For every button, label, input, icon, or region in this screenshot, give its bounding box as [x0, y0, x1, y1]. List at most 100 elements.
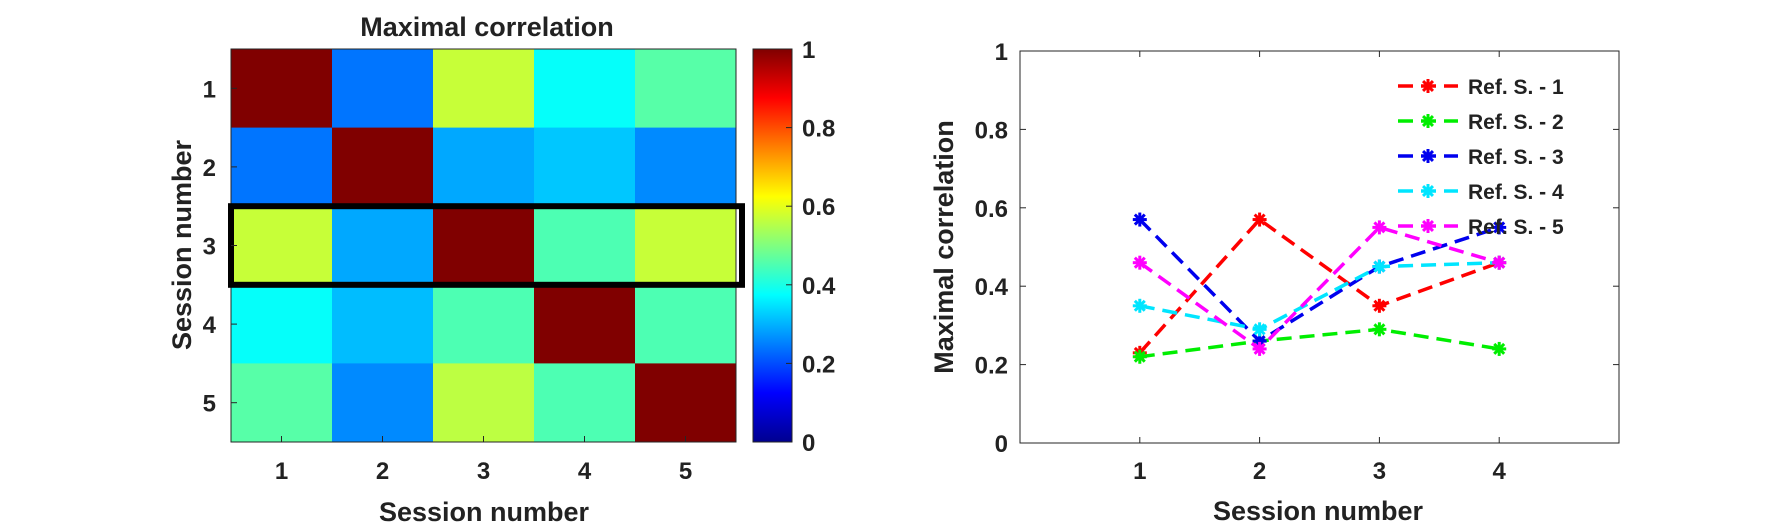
colorbar-ticks: 0 0.2 0.4 0.6 0.8 1 [786, 37, 836, 457]
series-5-point [1372, 220, 1387, 235]
line-chart-frame [1019, 50, 1620, 444]
line-y-tick-label: 0.8 [975, 117, 1008, 144]
heatmap-cell-3-3 [433, 206, 535, 286]
series-1-line [1138, 217, 1500, 355]
legend-label: Ref. S. - 5 [1468, 216, 1564, 239]
heatmap-cell-2-5 [635, 127, 737, 207]
heatmap-panel: Maximal correlation 1 2 3 4 5 1 2 3 4 5 Session … [167, 12, 745, 527]
heatmap-x-tick-label: 1 [275, 458, 288, 485]
heatmap-cell-4-5 [635, 284, 737, 364]
heatmap-cell-5-3 [433, 363, 535, 443]
legend: Ref. S. - 1 Ref. S. - 2 Ref. S. - 3 Ref. S.… [1398, 76, 1564, 239]
legend-marker [1421, 219, 1435, 233]
line-y-tick-label: 0 [995, 431, 1008, 458]
heatmap-cell-2-1 [231, 127, 333, 207]
heatmap-cell-5-4 [534, 363, 636, 443]
heatmap-cell-4-1 [231, 284, 333, 364]
series-1-point [1252, 212, 1267, 227]
legend-label: Ref. S. - 1 [1468, 76, 1564, 99]
line-series [1132, 212, 1507, 364]
series-4-point [1252, 322, 1267, 337]
legend-label: Ref. S. - 3 [1468, 146, 1564, 169]
line-y-tick-label: 0.2 [975, 353, 1008, 380]
series-4-point [1132, 298, 1147, 313]
line-x-ticks: 1 2 3 4 [1133, 51, 1507, 485]
heatmap-x-tick-label: 4 [578, 458, 592, 485]
colorbar-gradient [752, 48, 793, 443]
heatmap-cell-5-2 [332, 363, 434, 443]
heatmap-y-tick-label: 3 [203, 234, 216, 261]
line-y-tick-label: 0.4 [975, 274, 1009, 301]
heatmap-cell-3-4 [534, 206, 636, 286]
series-5-point [1132, 255, 1147, 270]
heatmap-cell-2-4 [534, 127, 636, 207]
series-5-point [1492, 255, 1507, 270]
colorbar-tick-label: 0.4 [802, 273, 836, 300]
legend-item-4: Ref. S. - 4 [1398, 181, 1564, 204]
series-5 [1132, 220, 1507, 356]
legend-item-2: Ref. S. - 2 [1398, 111, 1564, 134]
heatmap-cell-3-1 [231, 206, 333, 286]
heatmap-y-tick-label: 2 [203, 155, 216, 182]
series-3-point [1492, 220, 1507, 235]
legend-item-3: Ref. S. - 3 [1398, 146, 1564, 169]
legend-item-1: Ref. S. - 1 [1398, 76, 1564, 99]
series-4-line [1139, 260, 1500, 332]
series-3-line [1138, 218, 1500, 344]
legend-marker [1421, 149, 1435, 163]
heatmap-cell-3-5 [635, 206, 737, 286]
heatmap-y-ticks: 1 2 3 4 5 [203, 76, 237, 418]
heatmap-cell-1-3 [433, 49, 535, 129]
line-x-tick-label: 3 [1373, 458, 1386, 485]
heatmap-cell-4-2 [332, 284, 434, 364]
heatmap-cell-5-1 [231, 363, 333, 443]
heatmap-y-tick-label: 4 [203, 312, 217, 339]
legend-label: Ref. S. - 4 [1468, 181, 1564, 204]
series-3-point [1132, 212, 1147, 227]
legend-label: Ref. S. - 2 [1468, 111, 1564, 134]
line-y-ticks: 0 0.2 0.4 0.6 0.8 1 [975, 39, 1619, 458]
colorbar-tick-label: 0.6 [802, 194, 835, 221]
line-x-tick-label: 2 [1253, 458, 1266, 485]
heatmap-cell-4-4 [534, 284, 636, 364]
heatmap-y-tick-label: 1 [203, 76, 216, 103]
heatmap-y-tick-label: 5 [203, 391, 216, 418]
heatmap-cell-3-2 [332, 206, 434, 286]
heatmap-x-ticks: 1 2 3 4 5 [275, 436, 692, 485]
legend-marker [1421, 184, 1435, 198]
series-5-line [1138, 225, 1500, 352]
heatmap-cell-4-3 [433, 284, 535, 364]
colorbar-tick-label: 0.8 [802, 116, 835, 143]
series-2-point [1492, 341, 1507, 356]
heatmap-x-tick-label: 5 [679, 458, 692, 485]
heatmap-x-tick-label: 2 [376, 458, 389, 485]
line-x-label: Session number [1213, 496, 1424, 526]
colorbar-tick-label: 1 [802, 37, 815, 64]
heatmap-cell-1-5 [635, 49, 737, 129]
series-1-point [1372, 298, 1387, 313]
legend-item-5: Ref. S. - 5 [1398, 216, 1564, 239]
heatmap-cell-5-5 [635, 363, 737, 443]
heatmap-cell-2-2 [332, 127, 434, 207]
line-y-label: Maximal correlation [929, 120, 959, 374]
heatmap-x-label: Session number [379, 497, 590, 527]
colorbar-tick-label: 0.2 [802, 351, 835, 378]
legend-marker [1421, 114, 1435, 128]
series-2-line [1139, 327, 1500, 359]
series-2-point [1132, 349, 1147, 364]
series-4-point [1372, 259, 1387, 274]
legend-marker [1421, 79, 1435, 93]
heatmap-y-label: Session number [167, 139, 197, 350]
line-x-tick-label: 4 [1493, 458, 1507, 485]
heatmap-cell-1-4 [534, 49, 636, 129]
heatmap-x-tick-label: 3 [477, 458, 490, 485]
line-x-tick-label: 1 [1133, 458, 1146, 485]
heatmap-cell-1-2 [332, 49, 434, 129]
series-2-point [1372, 322, 1387, 337]
heatmap-cell-2-3 [433, 127, 535, 207]
colorbar: 0 0.2 0.4 0.6 0.8 1 [752, 37, 836, 457]
heatmap-cells [231, 49, 737, 443]
line-y-tick-label: 1 [995, 39, 1008, 66]
